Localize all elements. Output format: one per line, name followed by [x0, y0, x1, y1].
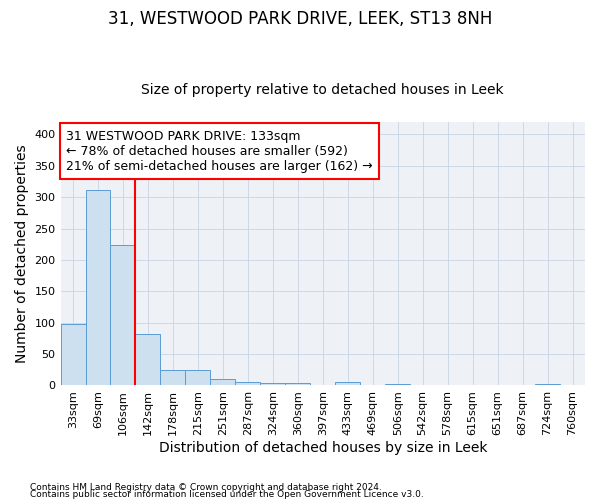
Bar	[61, 324, 86, 386]
Text: 31, WESTWOOD PARK DRIVE, LEEK, ST13 8NH: 31, WESTWOOD PARK DRIVE, LEEK, ST13 8NH	[108, 10, 492, 28]
Bar	[535, 384, 560, 386]
Text: Contains public sector information licensed under the Open Government Licence v3: Contains public sector information licen…	[30, 490, 424, 499]
Bar	[335, 382, 360, 386]
Bar	[110, 245, 136, 386]
Bar	[185, 370, 211, 386]
Text: 31 WESTWOOD PARK DRIVE: 133sqm
← 78% of detached houses are smaller (592)
21% of: 31 WESTWOOD PARK DRIVE: 133sqm ← 78% of …	[66, 130, 373, 172]
Bar	[86, 190, 110, 386]
Bar	[260, 383, 286, 386]
Bar	[286, 383, 310, 386]
Bar	[235, 382, 260, 386]
Y-axis label: Number of detached properties: Number of detached properties	[15, 144, 29, 363]
Bar	[136, 334, 160, 386]
Text: Contains HM Land Registry data © Crown copyright and database right 2024.: Contains HM Land Registry data © Crown c…	[30, 484, 382, 492]
Bar	[385, 384, 410, 386]
Bar	[211, 378, 235, 386]
Title: Size of property relative to detached houses in Leek: Size of property relative to detached ho…	[142, 83, 504, 97]
Bar	[160, 370, 185, 386]
X-axis label: Distribution of detached houses by size in Leek: Distribution of detached houses by size …	[158, 441, 487, 455]
